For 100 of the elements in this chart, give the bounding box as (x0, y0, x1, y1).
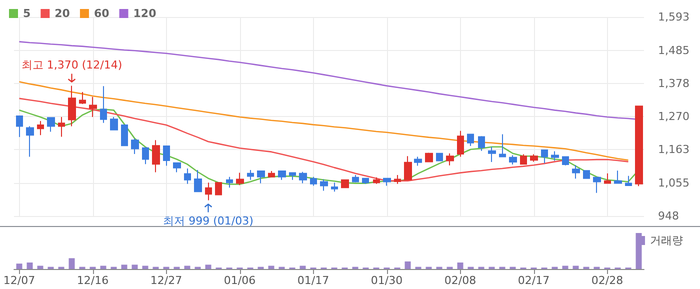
legend-label: 120 (133, 7, 157, 20)
legend-label: 60 (94, 7, 110, 20)
candlestick (310, 176, 317, 186)
candlestick (383, 178, 391, 186)
bar (572, 266, 579, 269)
candlestick (362, 178, 369, 184)
candlestick (226, 176, 233, 188)
candlestick (467, 134, 474, 146)
candlestick (299, 171, 307, 184)
bar (132, 264, 138, 269)
candlestick (562, 156, 569, 166)
annotation: 최고 1,370 (12/14) (21, 58, 122, 72)
candlestick (373, 176, 380, 184)
bar (68, 258, 75, 269)
bar (142, 266, 148, 269)
candlestick (414, 156, 422, 166)
x-tick-label: 12/16 (76, 274, 109, 287)
candlestick (499, 134, 506, 158)
legend-label: 5 (23, 7, 31, 20)
bar (300, 266, 306, 269)
candlestick (488, 146, 496, 163)
candlestick (635, 106, 643, 187)
candlestick (68, 85, 76, 127)
y-tick-label: 1,593 (658, 10, 690, 24)
candlestick (257, 170, 265, 184)
candlestick (341, 179, 349, 188)
bar (562, 266, 568, 269)
candlestick (110, 116, 118, 130)
candlestick (236, 172, 244, 186)
line-series (18, 98, 629, 182)
x-tick-label: 02/28 (591, 274, 624, 287)
candlestick (457, 130, 464, 158)
bar (100, 266, 106, 269)
y-tick-label: 948 (658, 210, 679, 222)
bar (184, 266, 190, 269)
x-tick-label: 01/30 (370, 274, 403, 287)
bar (457, 262, 464, 269)
candlestick (142, 147, 149, 165)
y-tick-label: 1,055 (658, 176, 690, 190)
candlestick (16, 116, 23, 138)
candlestick (79, 91, 86, 105)
x-tick-label: 01/17 (297, 274, 330, 287)
candlestick (541, 149, 548, 164)
candlestick (247, 170, 254, 180)
candlestick (436, 152, 443, 162)
candlestick (394, 174, 401, 184)
bar (16, 264, 22, 269)
candlestick (89, 96, 97, 118)
legend-label: 20 (54, 7, 70, 20)
candlestick (572, 164, 580, 180)
candlestick (425, 152, 433, 162)
candlestick (173, 162, 181, 173)
annotation: 최저 999 (01/03) (163, 214, 254, 228)
bar (26, 262, 33, 269)
candlestick (163, 145, 170, 166)
bar (205, 264, 212, 269)
x-tick-label: 02/08 (444, 274, 476, 287)
candlestick (509, 154, 517, 165)
candlestick (26, 126, 34, 158)
candlestick (625, 175, 632, 186)
candlestick (583, 170, 590, 179)
legend-label: 거래량 (650, 234, 683, 247)
line-series (18, 81, 629, 161)
candlestick (205, 182, 212, 201)
bar (121, 264, 128, 269)
bar (268, 266, 274, 269)
x-tick-label: 12/27 (150, 274, 182, 287)
candlestick (131, 138, 139, 154)
candlestick (446, 152, 454, 166)
candlestick (47, 117, 55, 132)
candlestick (530, 154, 538, 162)
candlestick (320, 178, 328, 192)
bar (37, 266, 44, 269)
candlestick (152, 140, 160, 173)
y-tick-label: 1,270 (658, 110, 690, 124)
candlestick (404, 156, 412, 180)
candlestick (614, 170, 622, 184)
y-tick-label: 1,378 (658, 76, 690, 90)
candlestick (520, 154, 527, 165)
candlestick (100, 86, 107, 124)
x-tick-label: 12/07 (3, 274, 36, 287)
candlestick (215, 182, 222, 196)
candlestick (121, 124, 128, 146)
candlestick (331, 182, 338, 192)
candlestick (268, 170, 275, 178)
candlestick (478, 136, 485, 152)
y-tick-label: 1,485 (658, 44, 690, 57)
candlestick (604, 172, 611, 184)
x-tick-label: 02/17 (518, 274, 550, 287)
candlestick (593, 176, 601, 194)
candlestick (278, 170, 286, 180)
bar (404, 261, 411, 269)
x-tick-label: 01/06 (224, 274, 256, 287)
candlestick (58, 116, 65, 138)
candlestick (352, 174, 359, 183)
candlestick (551, 150, 559, 162)
candlestick (37, 120, 44, 136)
candlestick (289, 172, 296, 180)
y-tick-label: 1,163 (658, 143, 690, 156)
candlestick (184, 168, 191, 184)
